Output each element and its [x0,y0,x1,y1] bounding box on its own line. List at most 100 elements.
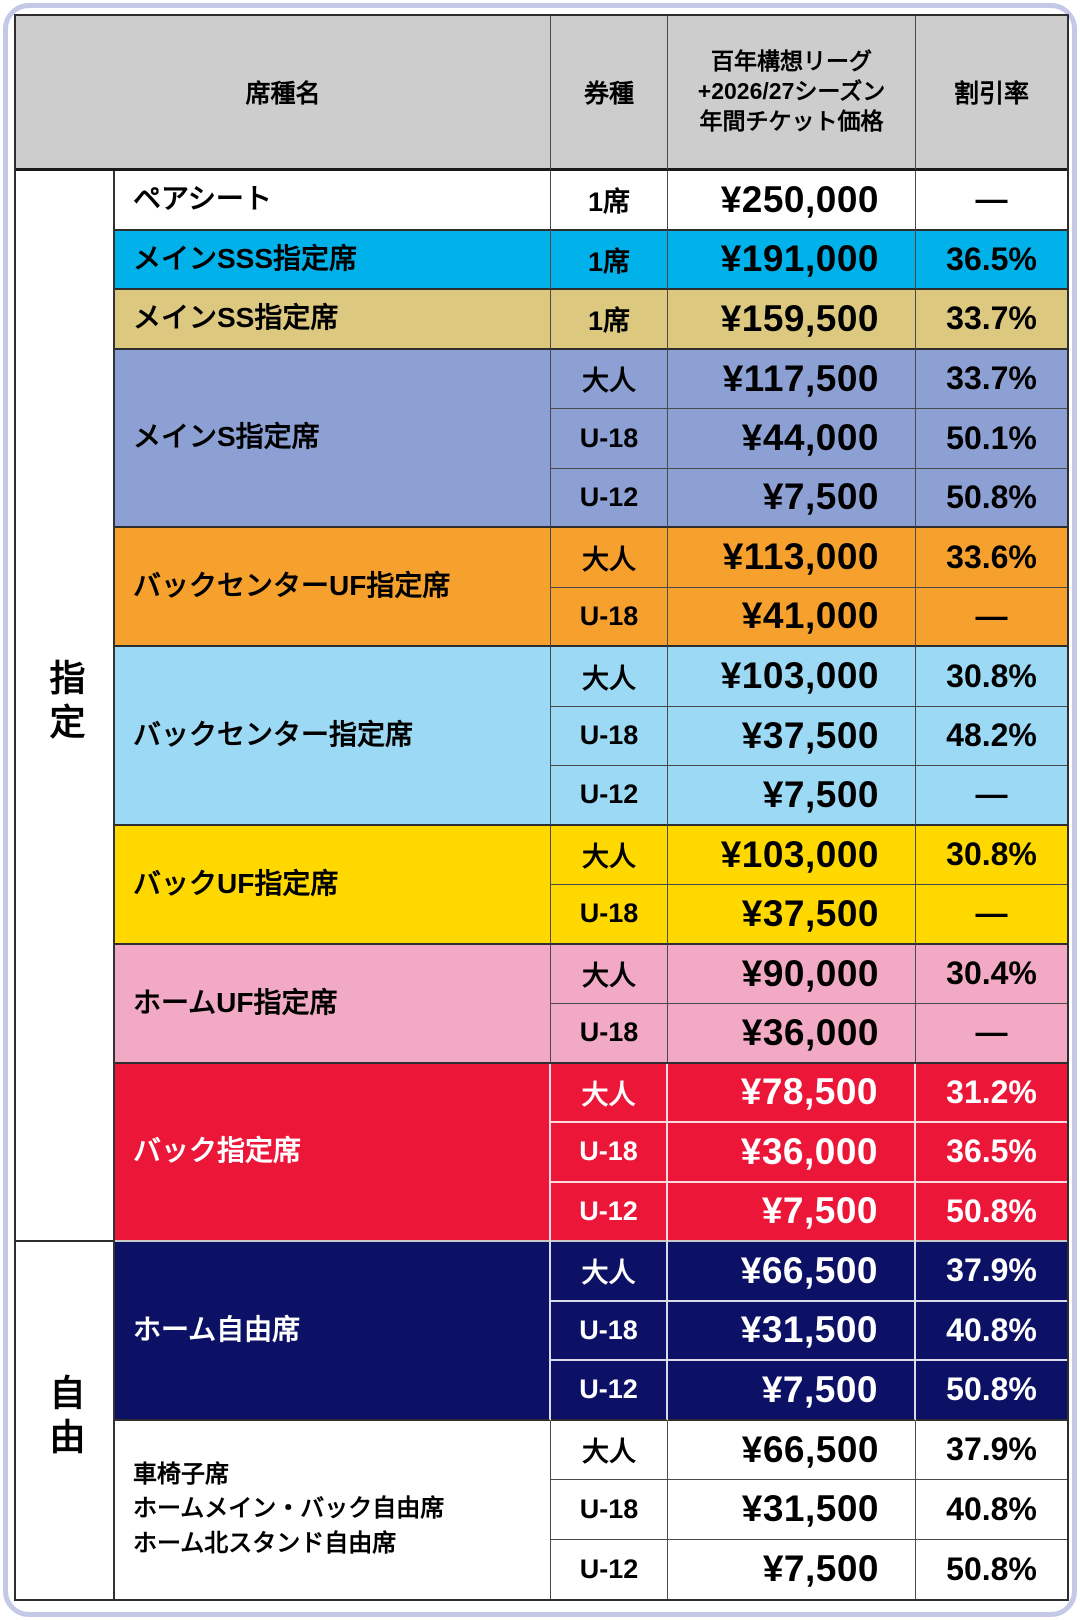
header-price-line-1: 百年構想リーグ [711,48,873,75]
table-row: U-12 ¥7,500 50.8% [16,468,1068,528]
ticket-type-cell: U-18 [551,885,669,945]
discount-cell: — [916,587,1068,647]
ticket-type-cell: U-18 [551,1301,669,1361]
seat-name-cell: 車椅子席 ホームメイン・バック自由席 ホーム北スタンド自由席 [115,1420,552,1599]
discount-cell: — [916,171,1068,231]
price-cell: ¥36,000 [668,1123,917,1183]
discount-cell: — [916,1004,1068,1064]
discount-cell: 33.6% [916,528,1068,588]
price-cell: ¥7,500 [668,1361,917,1421]
group-label: 指定 [44,659,86,747]
ticket-type-cell: 大人 [551,528,669,588]
seat-name-line: ホーム自由席 [133,1313,301,1345]
price-cell: ¥7,500 [668,468,917,528]
table-row: U-12 ¥7,500 50.8% [16,1361,1068,1421]
table-row: バックUF指定席 大人 ¥103,000 30.8% [16,825,1068,945]
table-row: U-18 ¥37,500 48.2% [16,706,1068,766]
header-seat-name: 席種名 [16,16,552,171]
discount-cell: 30.8% [916,825,1068,885]
discount-cell: 40.8% [916,1301,1068,1361]
seat-name-line: メインSSS指定席 [133,242,358,274]
table-row: U-12 ¥7,500 50.8% [16,1539,1068,1599]
ticket-type-cell: 大人 [551,825,669,885]
discount-cell: 33.7% [916,290,1068,350]
table-row: U-18 ¥44,000 50.1% [16,409,1068,469]
seat-name-line: ペアシート [133,183,272,215]
discount-cell: 36.5% [916,230,1068,290]
ticket-type-cell: U-12 [551,1361,669,1421]
table-row: バック指定席 大人 ¥78,500 31.2% [16,1063,1068,1242]
table-body: 指定 ペアシート 1席 ¥250,000— メインSSS指定席 1席 ¥191,000 36.… [16,171,1068,1599]
seat-name-line: メインSS指定席 [133,302,339,334]
discount-cell: — [916,766,1068,826]
seat-name-cell: ホームUF指定席 [115,944,552,1064]
seat-name-cell: ペアシート [115,171,552,231]
discount-cell: 50.8% [916,1361,1068,1421]
ticket-type-cell: U-12 [551,766,669,826]
group-cell-jiyuu: 自由 [16,1242,115,1599]
discount-cell: 48.2% [916,706,1068,766]
price-cell: ¥66,500 [668,1242,917,1302]
discount-cell: 30.4% [916,944,1068,1004]
seat-name-line: バックセンター指定席 [133,718,414,750]
seat-name-line: ホームメイン・バック自由席 [133,1495,445,1523]
table-row: U-12 ¥7,500— [16,766,1068,826]
table-row: U-18 ¥41,000— [16,587,1068,647]
header-ticket-type: 券種 [551,16,669,171]
discount-cell: 31.2% [916,1063,1068,1123]
seat-name-line: バック指定席 [133,1135,302,1167]
ticket-type-cell: 大人 [551,1420,669,1480]
price-cell: ¥90,000 [668,944,917,1004]
seat-name-line: バックセンターUF指定席 [133,570,451,602]
table-row: メインSS指定席 1席 ¥159,500 33.7% [16,290,1068,350]
header-price-line-3: 年間チケット価格 [699,107,884,134]
table-row: U-18 ¥31,500 40.8% [16,1301,1068,1361]
price-cell: ¥31,500 [668,1301,917,1361]
price-cell: ¥37,500 [668,885,917,945]
price-cell: ¥191,000 [668,230,917,290]
ticket-type-cell: U-12 [551,468,669,528]
table-row: メインS指定席 大人 ¥117,500 33.7% [16,349,1068,528]
group-label: 自由 [44,1374,86,1462]
discount-cell: 50.8% [916,1182,1068,1242]
ticket-type-cell: U-12 [551,1539,669,1599]
ticket-type-cell: 大人 [551,647,669,707]
ticket-type-cell: 大人 [551,349,669,409]
table-row: ホームUF指定席 大人 ¥90,000 30.4% [16,944,1068,1064]
seat-name-cell: メインSSS指定席 [115,230,552,290]
ticket-type-cell: 1席 [551,290,669,350]
price-cell: ¥159,500 [668,290,917,350]
ticket-type-cell: 1席 [551,230,669,290]
price-cell: ¥117,500 [668,349,917,409]
seat-name-cell: バックUF指定席 [115,825,552,945]
discount-cell: 40.8% [916,1480,1068,1540]
table-row: U-18 ¥31,500 40.8% [16,1480,1068,1540]
ticket-type-cell: U-18 [551,1480,669,1540]
price-cell: ¥103,000 [668,825,917,885]
price-cell: ¥7,500 [668,766,917,826]
seat-name-cell: メインS指定席 [115,349,552,528]
ticket-price-table: 席種名 券種 百年構想リーグ +2026/27シーズン 年間チケット価格 割引率… [14,14,1070,1601]
table-row: バックセンター指定席 大人 ¥103,000 30.8% [16,647,1068,826]
ticket-type-cell: 大人 [551,1242,669,1302]
table-row: U-12 ¥7,500 50.8% [16,1182,1068,1242]
seat-name-cell: バックセンターUF指定席 [115,528,552,647]
table-row: U-18 ¥36,000 36.5% [16,1123,1068,1183]
seat-name-line: ホームUF指定席 [133,986,338,1018]
seat-name-line: メインS指定席 [133,421,320,453]
seat-name-line: 車椅子席 [133,1460,229,1488]
price-cell: ¥7,500 [668,1539,917,1599]
table-row: バックセンターUF指定席 大人 ¥113,000 33.6% [16,528,1068,647]
price-cell: ¥37,500 [668,706,917,766]
header-price: 百年構想リーグ +2026/27シーズン 年間チケット価格 [668,16,917,171]
discount-cell: 36.5% [916,1123,1068,1183]
table-header: 席種名 券種 百年構想リーグ +2026/27シーズン 年間チケット価格 割引率 [16,16,1068,171]
discount-cell: — [916,885,1068,945]
table-row: メインSSS指定席 1席 ¥191,000 36.5% [16,230,1068,290]
price-cell: ¥31,500 [668,1480,917,1540]
discount-cell: 33.7% [916,349,1068,409]
ticket-type-cell: U-18 [551,587,669,647]
price-cell: ¥7,500 [668,1182,917,1242]
ticket-type-cell: 大人 [551,944,669,1004]
seat-name-cell: バック指定席 [115,1063,552,1242]
